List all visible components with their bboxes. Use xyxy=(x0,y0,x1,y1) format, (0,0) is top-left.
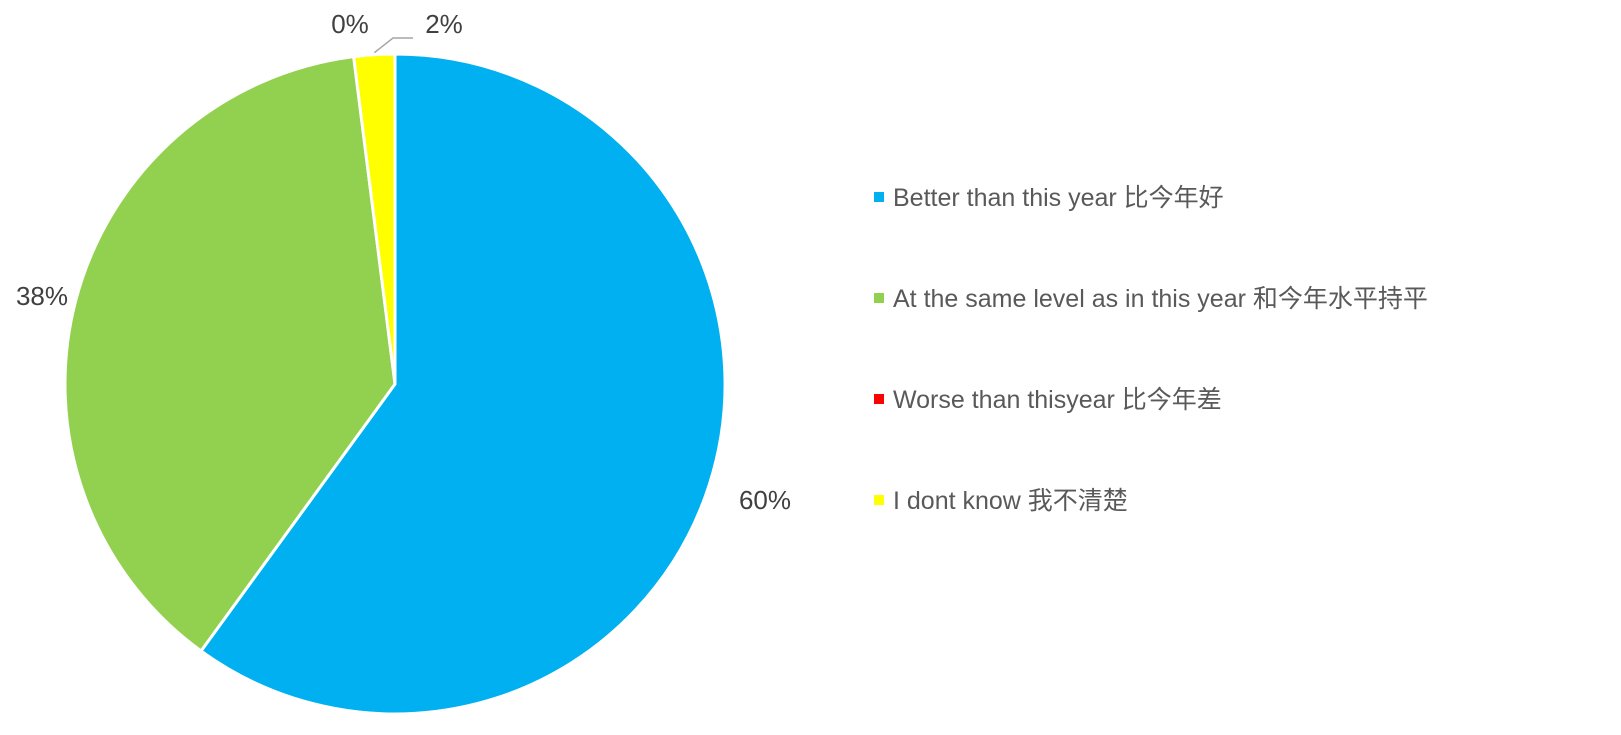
pie-slice-i-dont-know xyxy=(352,52,397,386)
legend-item-i-dont-know: I dont know 我不清楚 xyxy=(874,487,1128,515)
pie-slices xyxy=(63,52,727,716)
pie-slice-better-than-this-year xyxy=(199,52,727,716)
data-label-at-the-same-level-as-in-this-year: 38% xyxy=(16,281,68,311)
legend: Better than this year 比今年好 At the same le… xyxy=(874,184,1428,515)
legend-label-better-than-this-year: Better than this year 比今年好 xyxy=(893,184,1224,212)
legend-item-worse-than-thisyear: Worse than thisyear 比今年差 xyxy=(874,386,1222,414)
legend-swatch-i-dont-know xyxy=(874,495,884,505)
data-label-better-than-this-year: 60% xyxy=(739,485,791,515)
legend-label-i-dont-know: I dont know 我不清楚 xyxy=(893,487,1128,515)
legend-label-at-the-same-level-as-in-this-year: At the same level as in this year 和今年水平持… xyxy=(893,285,1428,313)
legend-item-at-the-same-level-as-in-this-year: At the same level as in this year 和今年水平持… xyxy=(874,285,1428,313)
data-labels: 60% 38% 0% 2% xyxy=(16,9,791,515)
legend-swatch-better-than-this-year xyxy=(874,192,884,202)
leader-line-i-dont-know xyxy=(373,37,413,54)
data-label-i-dont-know: 2% xyxy=(425,9,463,39)
legend-item-better-than-this-year: Better than this year 比今年好 xyxy=(874,184,1224,212)
legend-swatch-at-the-same-level-as-in-this-year xyxy=(874,293,884,303)
data-label-worse-than-thisyear: 0% xyxy=(331,9,369,39)
pie-slice-at-the-same-level-as-in-this-year xyxy=(63,55,397,653)
legend-label-worse-than-thisyear: Worse than thisyear 比今年差 xyxy=(893,386,1222,414)
leader-lines xyxy=(373,37,413,54)
legend-swatch-worse-than-thisyear xyxy=(874,394,884,404)
